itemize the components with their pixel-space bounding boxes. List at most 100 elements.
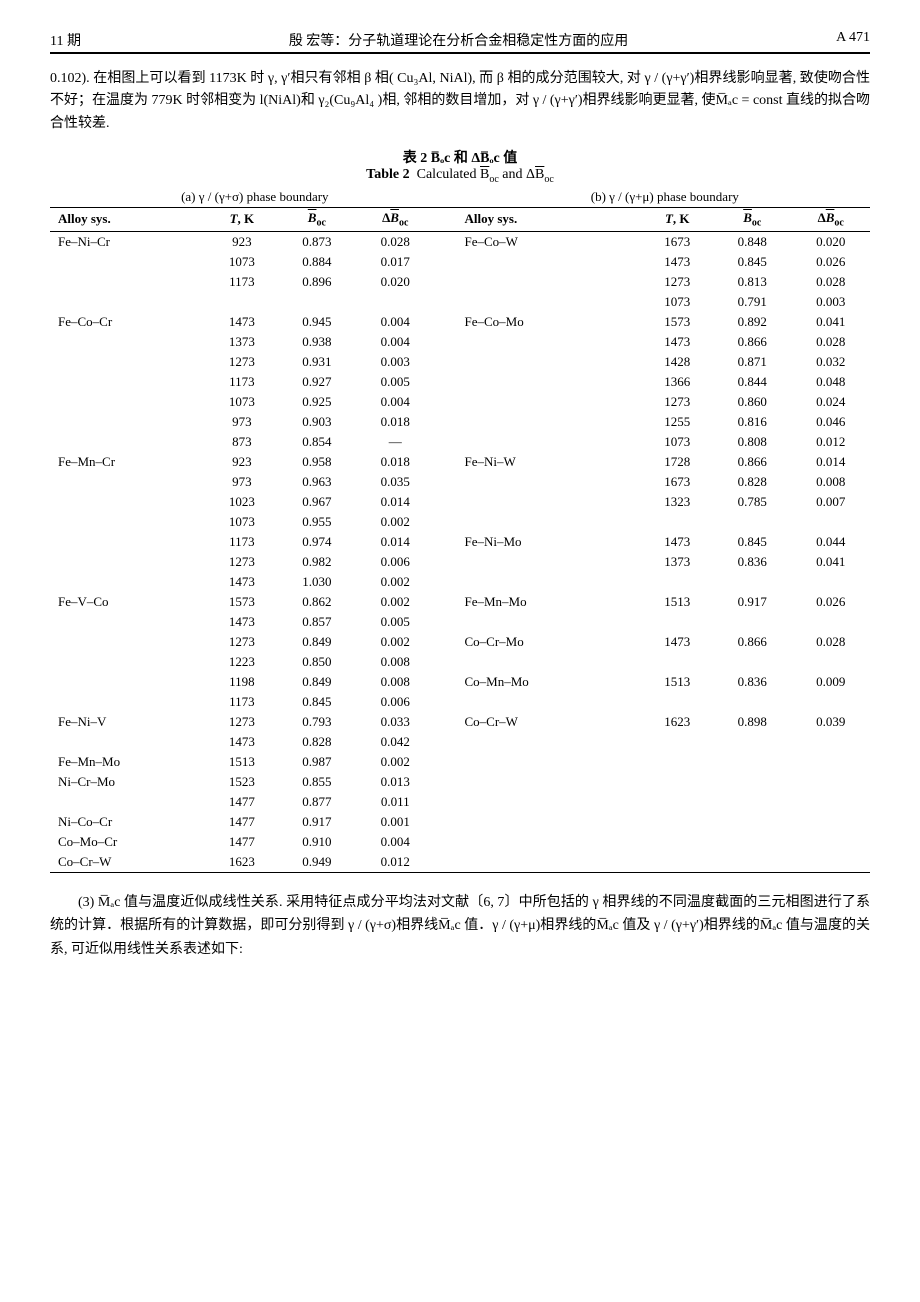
cell-dboc-b: 0.003 xyxy=(791,292,870,312)
cell-alloy-a xyxy=(50,392,206,412)
cell-dboc-a: 0.004 xyxy=(356,832,434,852)
cell-tk-a: 1273 xyxy=(206,352,278,372)
cell-boc-a: 0.917 xyxy=(278,812,356,832)
cell-boc-a: 0.910 xyxy=(278,832,356,852)
cell-dboc-b: 0.028 xyxy=(791,272,870,292)
cell-tk-b: 1373 xyxy=(641,552,713,572)
table-row: Fe–Mn–Mo15130.9870.002 xyxy=(50,752,870,772)
cell-dboc-b xyxy=(791,652,870,672)
table-row: Ni–Cr–Mo15230.8550.013 xyxy=(50,772,870,792)
table-title-en: Table 2 Calculated Boc and ΔBoc xyxy=(50,167,870,185)
table-row: Fe–V–Co15730.8620.002Fe–Mn–Mo15130.9170.… xyxy=(50,592,870,612)
cell-tk-a: 1477 xyxy=(206,832,278,852)
cell-tk-a: 873 xyxy=(206,432,278,452)
table-row: Co–Cr–W16230.9490.012 xyxy=(50,852,870,873)
cell-tk-a: 1573 xyxy=(206,592,278,612)
table-row: 12730.8490.002Co–Cr–Mo14730.8660.028 xyxy=(50,632,870,652)
cell-tk-a: 1273 xyxy=(206,712,278,732)
cell-alloy-a xyxy=(50,292,206,312)
cell-tk-a: 1473 xyxy=(206,732,278,752)
cell-alloy-b: Fe–Ni–W xyxy=(435,452,642,472)
cell-tk-b xyxy=(641,852,713,873)
cell-boc-b xyxy=(713,752,791,772)
cell-alloy-b xyxy=(435,432,642,452)
cell-boc-a: 0.955 xyxy=(278,512,356,532)
cell-alloy-a xyxy=(50,332,206,352)
cell-dboc-a: 0.033 xyxy=(356,712,434,732)
cell-tk-b: 1573 xyxy=(641,312,713,332)
cell-boc-a: 0.854 xyxy=(278,432,356,452)
cell-dboc-a: 0.006 xyxy=(356,692,434,712)
cell-tk-b: 1428 xyxy=(641,352,713,372)
cell-tk-a: 1173 xyxy=(206,532,278,552)
cell-boc-a: 0.845 xyxy=(278,692,356,712)
cell-alloy-a xyxy=(50,612,206,632)
cell-alloy-a xyxy=(50,272,206,292)
cell-tk-b xyxy=(641,752,713,772)
cell-alloy-a xyxy=(50,732,206,752)
cell-alloy-a xyxy=(50,472,206,492)
cell-tk-b: 1623 xyxy=(641,712,713,732)
cell-tk-b xyxy=(641,792,713,812)
cell-tk-a: 1473 xyxy=(206,572,278,592)
cell-alloy-b xyxy=(435,652,642,672)
col-dboc-a: ΔBoc xyxy=(356,207,434,231)
cell-tk-a: 923 xyxy=(206,452,278,472)
cell-boc-a xyxy=(278,292,356,312)
cell-alloy-b xyxy=(435,332,642,352)
table-row: Fe–Co–Cr14730.9450.004Fe–Co–Mo15730.8920… xyxy=(50,312,870,332)
cell-boc-b xyxy=(713,692,791,712)
cell-boc-a: 0.873 xyxy=(278,231,356,252)
cell-boc-a: 0.850 xyxy=(278,652,356,672)
cell-tk-b xyxy=(641,572,713,592)
cell-tk-a: 1473 xyxy=(206,612,278,632)
page-number: A 471 xyxy=(836,30,870,50)
cell-alloy-a: Fe–Mn–Mo xyxy=(50,752,206,772)
cell-boc-b: 0.917 xyxy=(713,592,791,612)
cell-dboc-a: 0.018 xyxy=(356,412,434,432)
cell-tk-b: 1073 xyxy=(641,432,713,452)
cell-boc-a: 0.927 xyxy=(278,372,356,392)
cell-alloy-b xyxy=(435,812,642,832)
cell-boc-b: 0.848 xyxy=(713,231,791,252)
col-dboc-b: ΔBoc xyxy=(791,207,870,231)
cell-dboc-a: 0.013 xyxy=(356,772,434,792)
cell-dboc-a: 0.020 xyxy=(356,272,434,292)
cell-boc-b: 0.828 xyxy=(713,472,791,492)
cell-dboc-b: 0.032 xyxy=(791,352,870,372)
cell-alloy-b xyxy=(435,552,642,572)
table-row: 14731.0300.002 xyxy=(50,572,870,592)
cell-tk-a: 1173 xyxy=(206,272,278,292)
cell-alloy-a xyxy=(50,632,206,652)
cell-tk-b: 1473 xyxy=(641,632,713,652)
cell-alloy-b xyxy=(435,732,642,752)
cell-alloy-b xyxy=(435,272,642,292)
cell-boc-a: 0.884 xyxy=(278,252,356,272)
cell-dboc-a: — xyxy=(356,432,434,452)
cell-alloy-a xyxy=(50,512,206,532)
cell-alloy-b xyxy=(435,572,642,592)
cell-tk-b xyxy=(641,732,713,752)
cell-boc-b: 0.816 xyxy=(713,412,791,432)
cell-alloy-a xyxy=(50,692,206,712)
cell-alloy-b xyxy=(435,612,642,632)
cell-alloy-a: Ni–Co–Cr xyxy=(50,812,206,832)
cell-alloy-a xyxy=(50,352,206,372)
cell-dboc-a: 0.028 xyxy=(356,231,434,252)
cell-boc-b: 0.866 xyxy=(713,332,791,352)
cell-tk-b: 1273 xyxy=(641,272,713,292)
col-boc-a: Boc xyxy=(278,207,356,231)
cell-alloy-b: Co–Mn–Mo xyxy=(435,672,642,692)
table-row: 10730.7910.003 xyxy=(50,292,870,312)
cell-boc-a: 0.967 xyxy=(278,492,356,512)
cell-dboc-b: 0.009 xyxy=(791,672,870,692)
cell-tk-b: 1255 xyxy=(641,412,713,432)
cell-alloy-b xyxy=(435,412,642,432)
data-table: Alloy sys. T, K Boc ΔBoc Alloy sys. T, K… xyxy=(50,207,870,873)
cell-boc-a: 0.855 xyxy=(278,772,356,792)
cell-dboc-a: 0.004 xyxy=(356,332,434,352)
cell-dboc-b: 0.014 xyxy=(791,452,870,472)
cell-boc-b xyxy=(713,652,791,672)
cell-tk-a: 1023 xyxy=(206,492,278,512)
cell-alloy-b xyxy=(435,512,642,532)
